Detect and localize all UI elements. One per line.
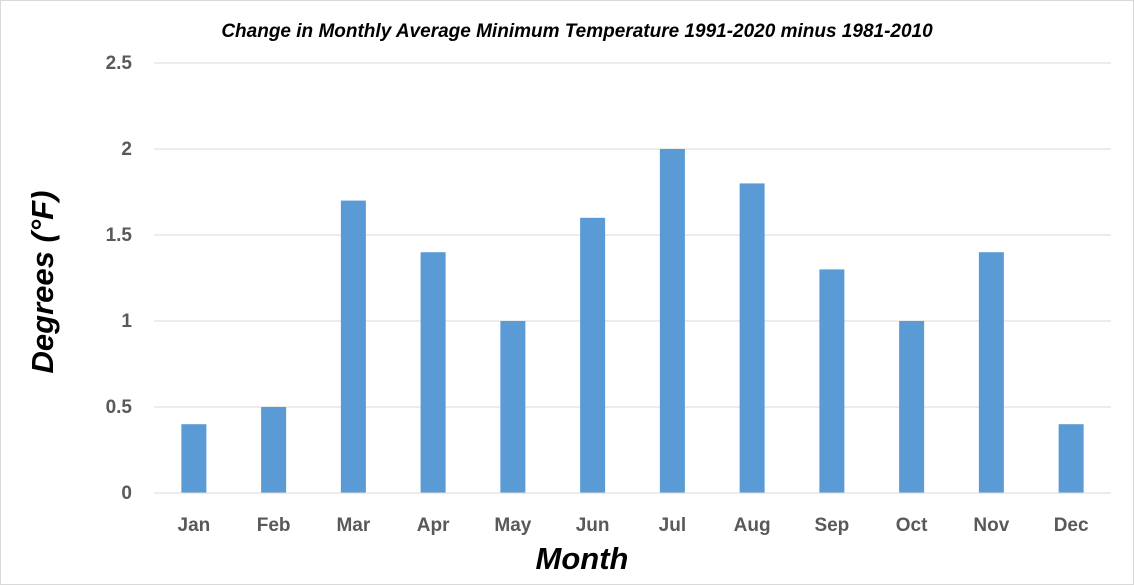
y-tick-label: 1.5 — [106, 225, 133, 246]
bar-apr — [420, 252, 446, 493]
y-tick-label: 1 — [121, 311, 132, 332]
bar-dec — [1058, 424, 1084, 493]
y-tick-label: 2.5 — [106, 53, 133, 74]
y-tick-label: 0.5 — [106, 397, 133, 418]
chart-title: Change in Monthly Average Minimum Temper… — [221, 21, 933, 42]
x-tick-label: Sep — [814, 515, 849, 536]
bar-may — [500, 321, 526, 493]
x-tick-label: Apr — [417, 515, 450, 536]
bar-sep — [819, 269, 845, 493]
bar-aug — [739, 183, 765, 493]
y-tick-label: 0 — [121, 483, 132, 504]
x-tick-label: Nov — [973, 515, 1009, 536]
x-tick-label: Dec — [1054, 515, 1089, 536]
x-tick-label: Aug — [734, 515, 771, 536]
bar-jun — [580, 217, 606, 494]
x-tick-label: Jun — [576, 515, 610, 536]
bar-mar — [340, 200, 366, 493]
x-tick-label: Jul — [659, 515, 686, 536]
bar-oct — [899, 321, 925, 493]
bar-nov — [978, 252, 1004, 493]
x-tick-label: Oct — [896, 515, 928, 536]
y-axis-ticks: 0 0.5 1 1.5 2 2.5 — [106, 53, 133, 504]
y-axis-title: Degrees (°F) — [25, 191, 60, 374]
y-tick-label: 2 — [121, 139, 132, 160]
y-gridlines — [154, 62, 1111, 408]
x-axis-ticks: Jan Feb Mar Apr May Jun Jul Aug Sep Oct Nov Dec — [178, 515, 1089, 536]
x-tick-label: Feb — [257, 515, 291, 536]
x-tick-label: Jan — [178, 515, 211, 536]
x-tick-label: Mar — [336, 515, 370, 536]
bar-feb — [261, 407, 287, 493]
bar-jul — [659, 149, 685, 493]
x-axis-title: Month — [536, 541, 629, 576]
bar-jan — [181, 424, 207, 493]
bars — [181, 149, 1084, 494]
x-tick-label: May — [494, 515, 531, 536]
